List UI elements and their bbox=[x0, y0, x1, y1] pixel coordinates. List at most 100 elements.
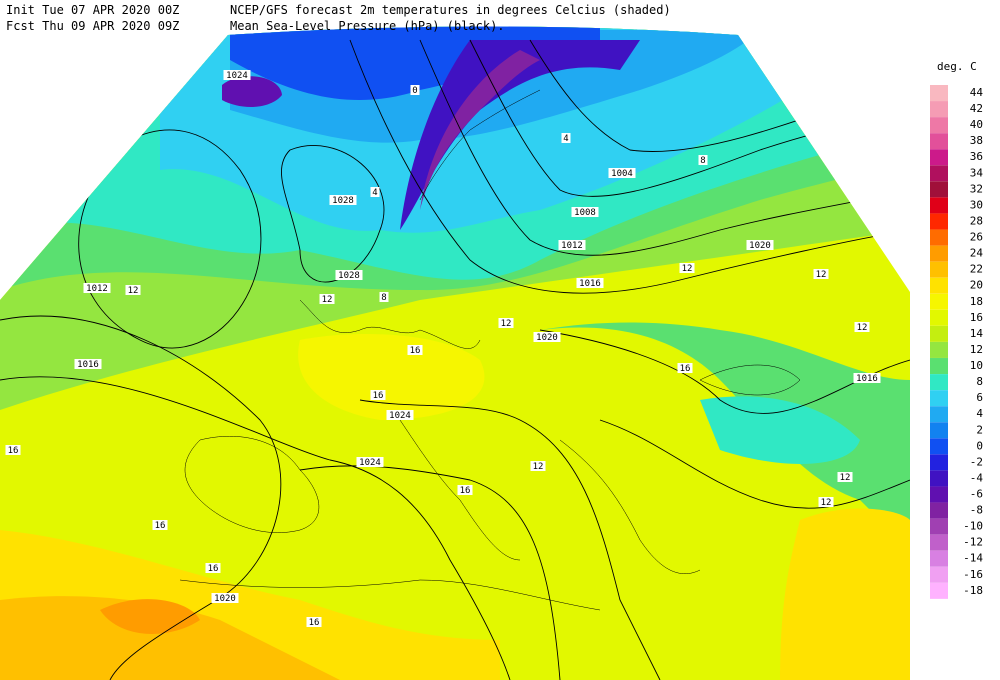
isobar-label-box bbox=[335, 270, 363, 280]
isobar-label-box bbox=[746, 240, 774, 250]
temperature-label-box bbox=[698, 155, 708, 165]
legend-label: 36 bbox=[970, 150, 983, 163]
temperature-label: 8 bbox=[700, 156, 705, 166]
legend-swatch bbox=[930, 502, 948, 519]
legend-swatch bbox=[930, 117, 948, 134]
isobars bbox=[0, 39, 910, 680]
legend-label: 40 bbox=[970, 118, 983, 131]
legend-label: 28 bbox=[970, 214, 983, 227]
temperature-label-box bbox=[152, 520, 168, 530]
temperature-label-box bbox=[410, 85, 420, 95]
isobar-label-box bbox=[356, 457, 384, 467]
legend-label: 26 bbox=[970, 231, 983, 244]
isobar-label-box bbox=[83, 283, 111, 293]
legend-label: 0 bbox=[976, 439, 983, 452]
temperature-label-box bbox=[837, 472, 853, 482]
legend-label: 4 bbox=[976, 407, 983, 420]
temperature-label: 16 bbox=[410, 346, 421, 356]
temperature-label-box bbox=[677, 363, 693, 373]
legend-swatch bbox=[930, 229, 948, 246]
legend-swatch bbox=[930, 518, 948, 535]
legend-swatch bbox=[930, 374, 948, 391]
temperature-label-box bbox=[306, 617, 322, 627]
legend-label: -2 bbox=[970, 455, 983, 468]
legend-swatch bbox=[930, 85, 948, 101]
legend-swatch bbox=[930, 293, 948, 310]
isobar-label-box bbox=[853, 373, 881, 383]
legend-label: 10 bbox=[970, 359, 983, 372]
legend-swatch bbox=[930, 149, 948, 166]
temperature-label: 12 bbox=[682, 264, 693, 274]
isobar-label: 1024 bbox=[359, 458, 381, 468]
legend-label: 18 bbox=[970, 295, 983, 308]
legend-swatch bbox=[930, 550, 948, 567]
temperature-label: 12 bbox=[533, 462, 544, 472]
legend-label: -10 bbox=[963, 520, 983, 533]
legend-swatch bbox=[930, 582, 948, 599]
legend-swatch bbox=[930, 213, 948, 230]
legend-swatch bbox=[930, 245, 948, 262]
isobar-label: 1016 bbox=[856, 374, 878, 384]
temperature-label-box bbox=[813, 269, 829, 279]
init-line: Init Tue 07 APR 2020 00Z bbox=[6, 3, 179, 17]
legend-swatch bbox=[930, 325, 948, 342]
legend-swatch bbox=[930, 534, 948, 551]
legend-swatch bbox=[930, 470, 948, 487]
isobar-label: 1028 bbox=[338, 271, 360, 281]
legend-label: -14 bbox=[963, 552, 983, 565]
title-line: NCEP/GFS forecast 2m temperatures in deg… bbox=[230, 3, 671, 17]
temperature-label: 16 bbox=[373, 391, 384, 401]
legend-swatch bbox=[930, 165, 948, 182]
legend-swatch bbox=[930, 406, 948, 423]
fcst-line: Fcst Thu 09 APR 2020 09Z bbox=[6, 19, 179, 33]
legend-label: -6 bbox=[970, 488, 983, 501]
temperature-field bbox=[0, 26, 910, 680]
isobar-label-box bbox=[608, 168, 636, 178]
legend-swatch bbox=[930, 277, 948, 294]
temperature-label: 8 bbox=[381, 293, 386, 303]
legend-label: 42 bbox=[970, 102, 983, 115]
legend-label: 30 bbox=[970, 198, 983, 211]
temperature-label-box bbox=[5, 445, 21, 455]
isobar-label: 1020 bbox=[214, 594, 236, 604]
legend-swatch bbox=[930, 454, 948, 471]
isobar-label: 1028 bbox=[332, 196, 354, 206]
isobar-label-box bbox=[329, 195, 357, 205]
temperature-label: 12 bbox=[821, 498, 832, 508]
temperature-label-box bbox=[854, 322, 870, 332]
legend-label: 24 bbox=[970, 247, 984, 260]
legend-swatch bbox=[930, 486, 948, 503]
legend-label: -16 bbox=[963, 568, 983, 581]
legend-swatch bbox=[930, 390, 948, 407]
legend-label: 6 bbox=[976, 391, 983, 404]
temperature-label: 0 bbox=[412, 86, 417, 96]
temperature-label-box bbox=[125, 285, 141, 295]
temperature-label: 12 bbox=[816, 270, 827, 280]
legend-swatch bbox=[930, 438, 948, 455]
legend-label: 38 bbox=[970, 134, 983, 147]
isobar-label-box bbox=[576, 278, 604, 288]
legend-label: 16 bbox=[970, 311, 983, 324]
legend-label: 20 bbox=[970, 279, 983, 292]
legend-swatch bbox=[930, 261, 948, 278]
isobar-label-box bbox=[533, 332, 561, 342]
isobar-label: 1004 bbox=[611, 169, 633, 179]
temperature-label: 12 bbox=[840, 473, 851, 483]
temperature-label-box bbox=[379, 292, 389, 302]
legend-label: 14 bbox=[970, 327, 984, 340]
temperature-label-box bbox=[498, 318, 514, 328]
legend-swatch bbox=[930, 197, 948, 214]
isobar-label: 1012 bbox=[561, 241, 583, 251]
isobar-label-box bbox=[571, 207, 599, 217]
coastlines bbox=[179, 89, 801, 611]
isobar-label-box bbox=[386, 410, 414, 420]
legend-label: -8 bbox=[970, 504, 983, 517]
temperature-label: 12 bbox=[322, 295, 333, 305]
legend-label: 12 bbox=[970, 343, 983, 356]
temperature-label: 12 bbox=[501, 319, 512, 329]
temperature-label: 4 bbox=[563, 134, 568, 144]
legend-label: 22 bbox=[970, 263, 983, 276]
legend-label: 2 bbox=[976, 423, 983, 436]
